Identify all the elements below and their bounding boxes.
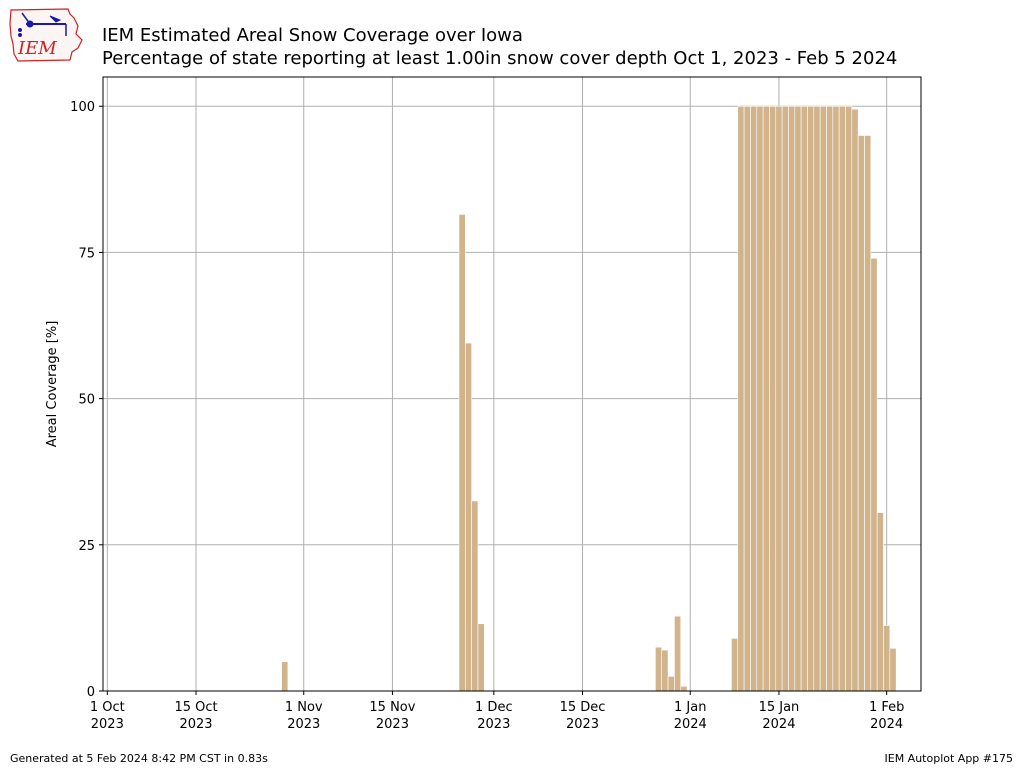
snow-coverage-bar xyxy=(775,105,783,692)
plot-frame xyxy=(102,76,922,692)
snow-coverage-bar xyxy=(807,105,815,692)
x-tick-label: 15 Nov xyxy=(369,700,415,715)
snow-coverage-bar xyxy=(864,135,872,692)
x-tick-label: 15 Dec xyxy=(560,700,606,715)
snow-coverage-bar xyxy=(870,257,878,692)
snow-coverage-bar xyxy=(800,105,808,692)
snow-coverage-bar xyxy=(680,686,688,692)
snow-coverage-bar xyxy=(750,105,758,692)
x-tick-label: 1 Dec xyxy=(475,700,513,715)
snow-coverage-bar xyxy=(788,105,796,692)
generated-timestamp: Generated at 5 Feb 2024 8:42 PM CST in 0… xyxy=(10,752,268,765)
weather-symbol-icon xyxy=(18,12,67,37)
snow-coverage-bar xyxy=(731,638,739,692)
x-tick-label: 15 Jan xyxy=(759,700,800,715)
y-tick-label: 0 xyxy=(87,685,95,700)
y-tick-label: 25 xyxy=(78,539,95,554)
snow-coverage-bar xyxy=(762,105,770,692)
x-tick-label: 1 Jan xyxy=(674,700,706,715)
x-tick-year-label: 2023 xyxy=(376,717,409,732)
snow-coverage-bar xyxy=(674,615,682,692)
x-tick-year-label: 2023 xyxy=(91,717,124,732)
y-axis-label: Areal Coverage [%] xyxy=(45,321,60,448)
snow-coverage-bar xyxy=(281,661,289,692)
x-tick-year-label: 2023 xyxy=(477,717,510,732)
x-tick-label: 1 Feb xyxy=(869,700,904,715)
snow-coverage-bar xyxy=(851,108,859,692)
snow-coverage-bar xyxy=(832,105,840,692)
snow-coverage-bar xyxy=(826,105,834,692)
snow-coverage-bar xyxy=(876,512,884,692)
snow-coverage-bar xyxy=(813,105,821,692)
snow-coverage-bar xyxy=(883,625,891,692)
snow-coverage-bar xyxy=(667,676,675,692)
snow-coverage-bar xyxy=(794,105,802,692)
iem-logo: IEM xyxy=(8,6,86,64)
snow-coverage-bar xyxy=(845,105,853,692)
snow-coverage-bar xyxy=(769,105,777,692)
snow-coverage-bar xyxy=(857,135,865,692)
logo-text: IEM xyxy=(17,38,57,59)
y-tick-label: 100 xyxy=(70,100,95,115)
x-tick-label: 1 Nov xyxy=(285,700,323,715)
x-tick-year-label: 2024 xyxy=(674,717,707,732)
chart-title: IEM Estimated Areal Snow Coverage over I… xyxy=(102,25,523,46)
snow-coverage-bar xyxy=(465,342,472,692)
snow-coverage-bar xyxy=(471,500,479,692)
snow-coverage-bar xyxy=(661,649,669,692)
chart-subtitle: Percentage of state reporting at least 1… xyxy=(102,48,898,69)
snow-coverage-bar xyxy=(655,646,663,692)
y-tick-label: 75 xyxy=(78,246,95,261)
x-tick-year-label: 2023 xyxy=(179,717,212,732)
snow-coverage-bar xyxy=(819,105,827,692)
snow-coverage-bar xyxy=(743,105,751,692)
snow-coverage-bar xyxy=(737,105,745,692)
snow-coverage-bar xyxy=(781,105,789,692)
x-tick-year-label: 2023 xyxy=(566,717,599,732)
autoplot-app-label: IEM Autoplot App #175 xyxy=(884,752,1014,765)
x-tick-label: 1 Oct xyxy=(90,700,125,715)
y-tick-label: 50 xyxy=(78,393,95,408)
snow-coverage-bar xyxy=(458,214,466,692)
snow-coverage-bar xyxy=(889,648,897,692)
snow-coverage-bar xyxy=(838,105,846,692)
x-tick-year-label: 2023 xyxy=(287,717,320,732)
x-tick-year-label: 2024 xyxy=(762,717,795,732)
x-tick-year-label: 2024 xyxy=(870,717,903,732)
snow-coverage-bar xyxy=(477,623,485,692)
x-tick-label: 15 Oct xyxy=(174,700,217,715)
snow-coverage-bar xyxy=(756,105,764,692)
